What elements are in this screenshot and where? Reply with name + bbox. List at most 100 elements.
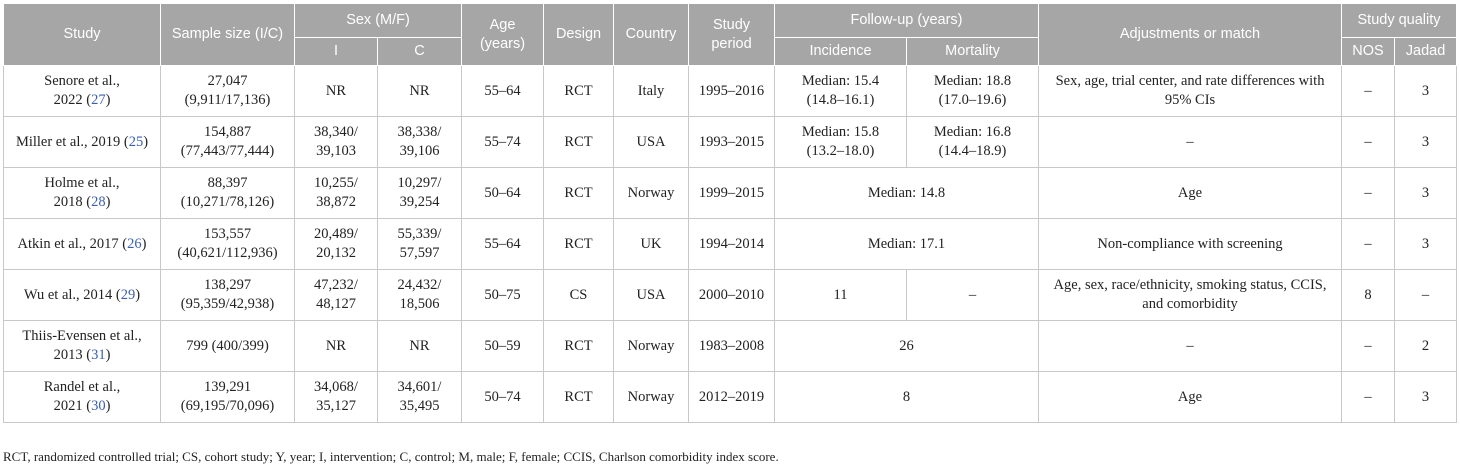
age-cell: 50–75 bbox=[461, 269, 545, 321]
sample-size-cell: 153,557 (40,621/112,936) bbox=[160, 218, 295, 270]
reference-link[interactable]: 26 bbox=[127, 235, 142, 252]
design-cell: RCT bbox=[543, 65, 615, 117]
col-sample-size: Sample size (I/C) bbox=[160, 3, 295, 66]
period-cell: 2012–2019 bbox=[688, 371, 776, 423]
col-country: Country bbox=[613, 3, 690, 66]
sample-size-cell: 139,291 (69,195/70,096) bbox=[160, 371, 295, 423]
sample-size-cell: 88,397 (10,271/78,126) bbox=[160, 167, 295, 219]
reference-link[interactable]: 31 bbox=[91, 347, 106, 363]
study-cell: Wu et al., 2014 (29) bbox=[3, 269, 161, 321]
table-row: Atkin et al., 2017 (26) 153,557 (40,621/1… bbox=[3, 218, 1458, 270]
study-characteristics-table: Study Sample size (I/C) Sex (M/F) Age (ye… bbox=[3, 3, 1458, 423]
nos-cell: 8 bbox=[1341, 269, 1396, 321]
design-cell: RCT bbox=[543, 320, 615, 372]
col-study-period: Study period bbox=[688, 3, 776, 66]
nos-cell: – bbox=[1341, 371, 1396, 423]
sex-i-cell: NR bbox=[294, 320, 378, 372]
follow-up-cell: Median: 17.1 bbox=[774, 218, 1040, 270]
nos-cell: – bbox=[1341, 167, 1396, 219]
nos-cell: – bbox=[1341, 116, 1396, 168]
col-adjustments: Adjustments or match bbox=[1038, 3, 1343, 66]
period-cell: 1999–2015 bbox=[688, 167, 776, 219]
table-footnote: RCT, randomized controlled trial; CS, co… bbox=[3, 449, 779, 464]
mortality-cell: Median: 18.8 (17.0–19.6) bbox=[906, 65, 1040, 117]
adjustments-cell: – bbox=[1038, 320, 1343, 372]
col-incidence: Incidence bbox=[774, 37, 908, 66]
design-cell: RCT bbox=[543, 371, 615, 423]
sex-i-cell: 47,232/48,127 bbox=[294, 269, 378, 321]
period-header-line1: Study bbox=[712, 16, 751, 33]
study-cell: Holme et al., 2018 (28) bbox=[3, 167, 161, 219]
age-header-line2: (years) bbox=[479, 35, 526, 52]
design-cell: RCT bbox=[543, 167, 615, 219]
nos-cell: – bbox=[1341, 320, 1396, 372]
reference-link[interactable]: 30 bbox=[91, 398, 106, 414]
period-cell: 1995–2016 bbox=[688, 65, 776, 117]
sex-c-cell: 24,432/18,506 bbox=[376, 269, 463, 321]
sex-c-cell: 38,338/39,106 bbox=[376, 116, 463, 168]
country-cell: USA bbox=[613, 116, 690, 168]
age-cell: 50–59 bbox=[461, 320, 545, 372]
table-row: Holme et al., 2018 (28) 88,397 (10,271/78,… bbox=[3, 167, 1458, 219]
jadad-cell: – bbox=[1394, 269, 1458, 321]
country-cell: USA bbox=[613, 269, 690, 321]
header-row-2: I C Incidence Mortality NOS Jadad bbox=[4, 37, 1458, 66]
sample-size-cell: 27,047 (9,911/17,136) bbox=[160, 65, 295, 117]
country-cell: Norway bbox=[613, 167, 690, 219]
follow-up-cell: Median: 14.8 bbox=[774, 167, 1040, 219]
sex-c-cell: 34,601/35,495 bbox=[376, 371, 463, 423]
jadad-cell: 3 bbox=[1394, 65, 1458, 117]
table-row: Wu et al., 2014 (29) 138,297 (95,359/42,9… bbox=[3, 269, 1458, 321]
sex-c-cell: NR bbox=[376, 65, 463, 117]
incidence-cell: Median: 15.4 (14.8–16.1) bbox=[774, 65, 908, 117]
study-cell: Randel et al., 2021 (30) bbox=[3, 371, 161, 423]
sample-size-cell: 799 (400/399) bbox=[160, 320, 295, 372]
col-jadad: Jadad bbox=[1394, 37, 1458, 66]
design-cell: RCT bbox=[543, 116, 615, 168]
sex-i-cell: 34,068/35,127 bbox=[294, 371, 378, 423]
header-row-1: Study Sample size (I/C) Sex (M/F) Age (ye… bbox=[3, 3, 1458, 66]
age-cell: 50–64 bbox=[461, 167, 545, 219]
age-cell: 50–74 bbox=[461, 371, 545, 423]
col-study: Study bbox=[3, 3, 161, 66]
adjustments-cell: Age bbox=[1038, 371, 1343, 423]
age-cell: 55–74 bbox=[461, 116, 545, 168]
country-cell: UK bbox=[613, 218, 690, 270]
adjustments-cell: Age bbox=[1038, 167, 1343, 219]
jadad-cell: 3 bbox=[1394, 218, 1458, 270]
col-follow-up: Follow-up (years) bbox=[774, 3, 1040, 38]
adjustments-cell: Age, sex, race/ethnicity, smoking status… bbox=[1038, 269, 1343, 321]
col-design: Design bbox=[543, 3, 615, 66]
period-cell: 1994–2014 bbox=[688, 218, 776, 270]
col-sex-i: I bbox=[294, 37, 378, 66]
country-cell: Norway bbox=[613, 371, 690, 423]
reference-link[interactable]: 25 bbox=[128, 133, 144, 150]
sex-i-cell: 38,340/39,103 bbox=[294, 116, 378, 168]
age-cell: 55–64 bbox=[461, 218, 545, 270]
incidence-cell: Median: 15.8 (13.2–18.0) bbox=[774, 116, 908, 168]
reference-link[interactable]: 27 bbox=[91, 92, 106, 108]
period-cell: 1993–2015 bbox=[688, 116, 776, 168]
table-row: Randel et al., 2021 (30) 139,291 (69,195/7… bbox=[3, 371, 1458, 423]
period-header-line2: period bbox=[711, 35, 752, 52]
jadad-cell: 3 bbox=[1394, 116, 1458, 168]
sex-i-cell: NR bbox=[294, 65, 378, 117]
nos-cell: – bbox=[1341, 218, 1396, 270]
table-row: Senore et al., 2022 (27) 27,047 (9,911/17,… bbox=[3, 65, 1458, 117]
sample-size-cell: 154,887 (77,443/77,444) bbox=[160, 116, 295, 168]
reference-link[interactable]: 29 bbox=[120, 286, 136, 303]
study-characteristics-table-container: Study Sample size (I/C) Sex (M/F) Age (ye… bbox=[3, 3, 1458, 423]
sex-c-cell: NR bbox=[376, 320, 463, 372]
study-cell: Thiis-Evensen et al., 2013 (31) bbox=[3, 320, 161, 372]
sample-size-cell: 138,297 (95,359/42,938) bbox=[160, 269, 295, 321]
period-cell: 1983–2008 bbox=[688, 320, 776, 372]
follow-up-cell: 8 bbox=[774, 371, 1040, 423]
reference-link[interactable]: 28 bbox=[91, 194, 106, 210]
study-cell: Senore et al., 2022 (27) bbox=[3, 65, 161, 117]
table-row: Miller et al., 2019 (25) 154,887 (77,443/… bbox=[3, 116, 1458, 168]
adjustments-cell: Non-compliance with screening bbox=[1038, 218, 1343, 270]
mortality-cell: – bbox=[906, 269, 1040, 321]
adjustments-cell: – bbox=[1038, 116, 1343, 168]
sex-c-cell: 10,297/39,254 bbox=[376, 167, 463, 219]
sex-i-cell: 10,255/38,872 bbox=[294, 167, 378, 219]
